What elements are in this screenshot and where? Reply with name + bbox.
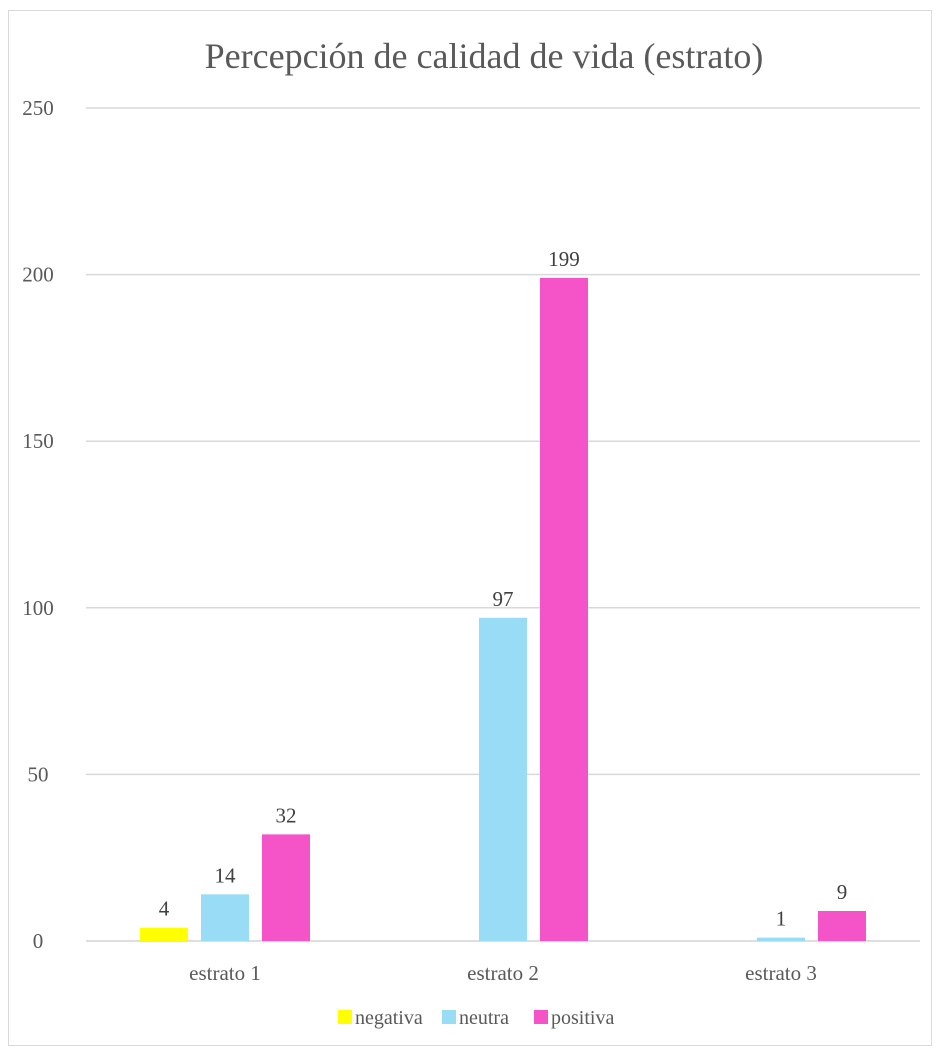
y-tick-label: 50 (28, 762, 49, 786)
x-tick-label: estrato 2 (467, 961, 539, 985)
legend-swatch-neutra (442, 1010, 456, 1024)
bar-negativa-1 (140, 927, 188, 941)
data-label-positiva-1: 32 (276, 803, 297, 827)
bar-positiva-1 (262, 834, 310, 941)
legend-label-positiva: positiva (551, 1007, 614, 1029)
bars (140, 277, 866, 941)
legend-swatch-negativa (338, 1010, 352, 1024)
bar-positiva-2 (540, 277, 588, 941)
legend-swatch-positiva (534, 1010, 548, 1024)
y-tick-label: 0 (33, 929, 44, 953)
y-axis-ticks: 0 50 100 150 200 250 (22, 96, 54, 953)
bar-neutra-2 (479, 617, 527, 941)
data-label-neutra-2: 97 (493, 587, 514, 611)
bar-neutra-1 (201, 894, 249, 941)
data-label-neutra-3: 1 (776, 907, 787, 931)
y-tick-label: 100 (22, 596, 54, 620)
legend: negativa neutra positiva (338, 1007, 614, 1029)
y-tick-label: 200 (22, 263, 54, 287)
legend-label-negativa: negativa (355, 1007, 423, 1029)
data-label-negativa-1: 4 (159, 897, 170, 921)
bar-neutra-3 (757, 937, 805, 941)
chart-title: Percepción de calidad de vida (estrato) (205, 36, 764, 76)
y-tick-label: 250 (22, 96, 54, 120)
data-label-positiva-3: 9 (837, 880, 848, 904)
x-axis-ticks: estrato 1 estrato 2 estrato 3 (189, 961, 817, 985)
bar-positiva-3 (818, 911, 866, 941)
x-tick-label: estrato 3 (745, 961, 817, 985)
data-label-neutra-1: 14 (215, 863, 237, 887)
data-labels: 4 14 32 97 199 1 9 (159, 247, 848, 931)
data-label-positiva-2: 199 (548, 247, 580, 271)
legend-label-neutra: neutra (459, 1007, 509, 1029)
y-tick-label: 150 (22, 429, 54, 453)
x-tick-label: estrato 1 (189, 961, 261, 985)
chart-frame (8, 10, 932, 1046)
